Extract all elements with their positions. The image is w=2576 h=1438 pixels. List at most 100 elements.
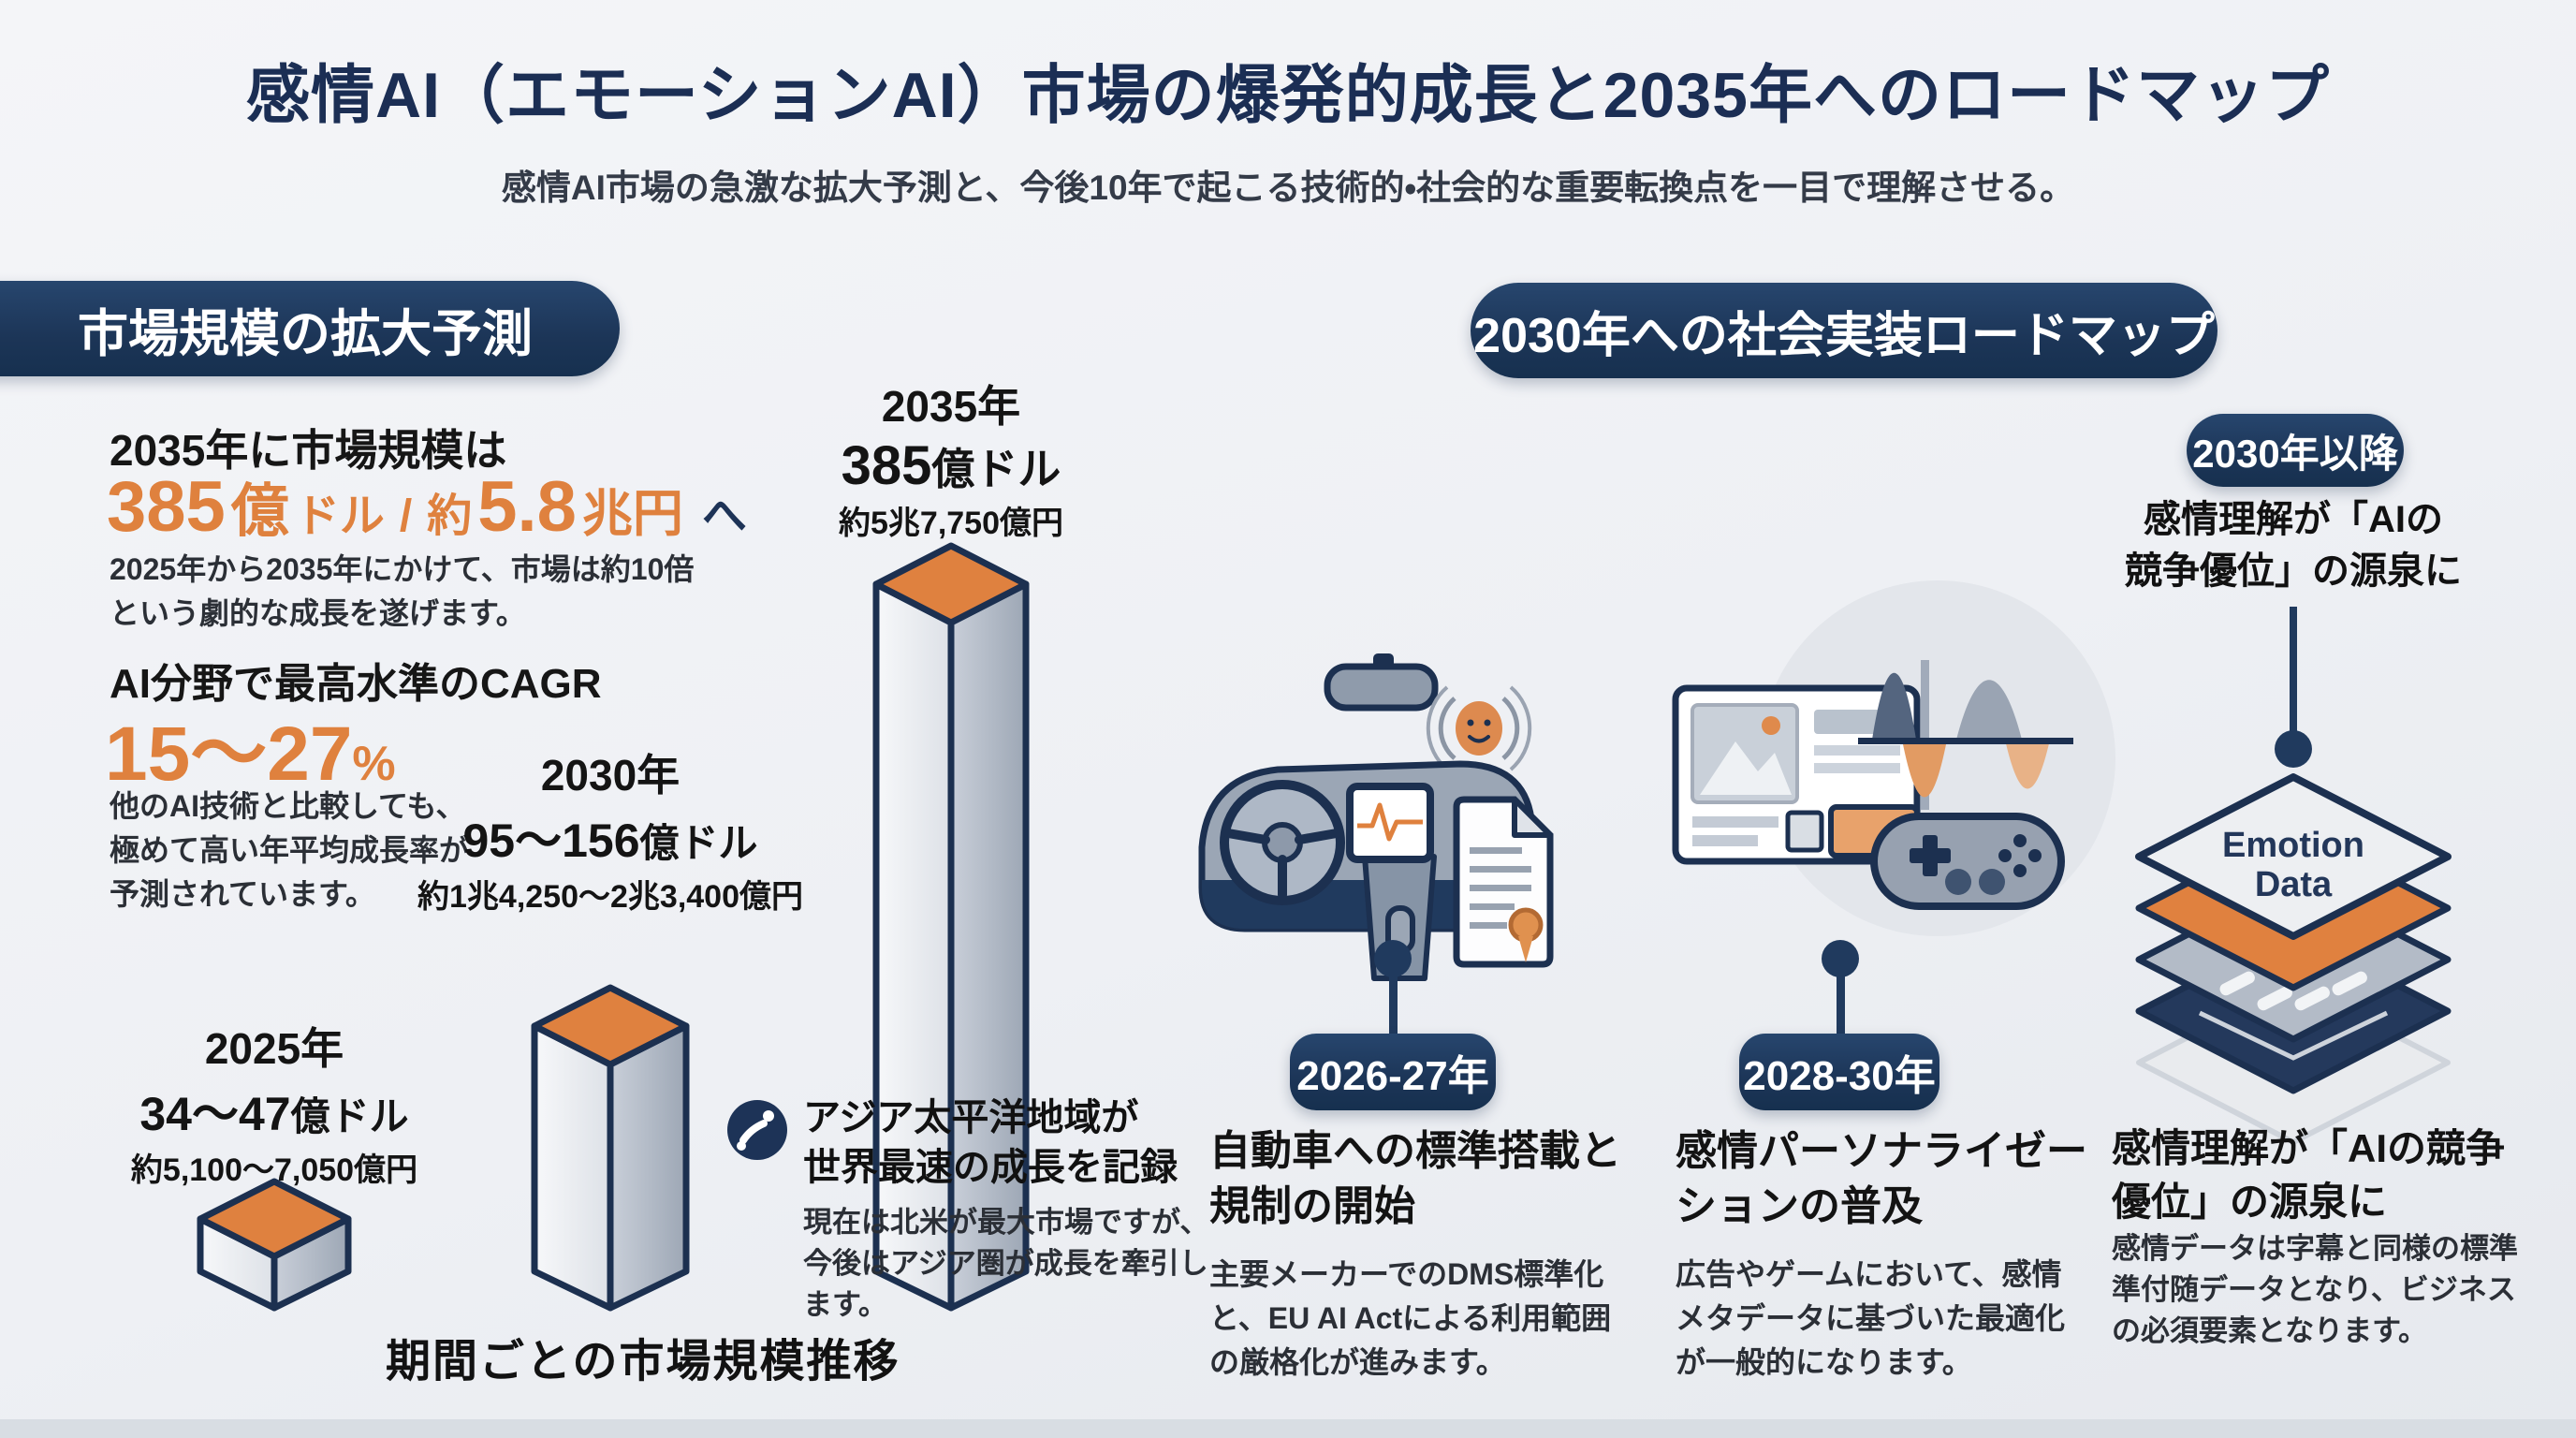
timeline-dot-1 [1374, 940, 1412, 977]
roadmap-item2-body-line1: 広告やゲームにおいて、感情 [1676, 1257, 2062, 1291]
chart-caption: 期間ごとの市場規模推移 [386, 1337, 900, 1387]
period-badge-2026-27-label: 2026-27年 [1296, 1053, 1489, 1099]
ad-game-illustration [1672, 580, 2115, 936]
bar-2025-usd-unit: 億ドル [290, 1094, 409, 1138]
timeline-stem-3 [2290, 607, 2297, 732]
emotion-smiley-icon [1426, 685, 1532, 771]
asia-note-title-line1: アジア太平洋地域が [803, 1097, 1139, 1138]
roadmap-item3-body: 感情データは字幕と同様の標準 準付随データとなり、ビジネス の必須要素となります… [2112, 1228, 2518, 1352]
period-badge-2026-27: 2026-27年 [1290, 1034, 1496, 1110]
cagr-range: 15〜27 [105, 712, 353, 797]
roadmap-item3-body-line1: 感情データは字幕と同様の標準 [2112, 1232, 2518, 1265]
roadmap-item1-body-line3: の厳格化が進みます。 [1209, 1345, 1506, 1379]
bar-2035-labels: 2035年 385億ドル 約5兆7,750億円 [839, 373, 1063, 543]
roadmap-item1-title-line2: 規制の開始 [1209, 1183, 1415, 1229]
roadmap-item3-title-line2: 優位」の源泉に [2112, 1180, 2388, 1224]
forecast-jpy-number: 5.8 [477, 467, 577, 547]
forecast-suffix: へ [701, 492, 747, 541]
cagr-heading: AI分野で最高水準のCAGR [110, 661, 602, 707]
section-badge-market-forecast-label: 市場規模の拡大予測 [78, 305, 533, 362]
car-dms-illustration [1198, 653, 1554, 981]
roadmap-item3-intro: 感情理解が「AIの 競争優位」の源泉に [2125, 494, 2462, 597]
period-badge-2028-30: 2028-30年 [1739, 1034, 1939, 1110]
roadmap-item3-body-line3: の必須要素となります。 [2112, 1314, 2427, 1347]
forecast-approx: 約 [427, 492, 473, 541]
roadmap-item1-body: 主要メーカーでのDMS標準化 と、EU AI Actによる利用範囲 の厳格化が進… [1209, 1253, 1611, 1385]
roadmap-item3-intro-line1: 感情理解が「AIの [2144, 499, 2443, 540]
bottom-edge-strip [0, 1419, 2576, 1438]
cagr-body-line3: 予測されています。 [110, 877, 375, 911]
asia-note-body: 現在は北米が最大市場ですが、 今後はアジア圏が成長を牽引し ます。 [803, 1202, 1208, 1326]
forecast-body-line2: という劇的な成長を遂げます。 [110, 596, 526, 630]
section-badge-roadmap: 2030年への社会実装ロードマップ [1471, 283, 2217, 378]
page-subtitle: 感情AI市場の急激な拡大予測と、今後10年で起こる技術的・社会的な重要転換点を一… [501, 169, 2075, 207]
asia-note-title-line2: 世界最速の成長を記録 [803, 1147, 1178, 1188]
roadmap-item2-title-line2: ションの普及 [1676, 1183, 1923, 1229]
bar-2030-year: 2030年 [540, 751, 681, 800]
asia-note-body-line3: ます。 [803, 1288, 887, 1321]
period-badge-2030-plus: 2030年以降 [2187, 414, 2404, 487]
roadmap-item3-title-line1: 感情理解が「AIの競争 [2112, 1126, 2506, 1170]
timeline-stem-1 [1389, 974, 1398, 1039]
roadmap-item1-body-line2: と、EU AI Actによる利用範囲 [1209, 1301, 1612, 1335]
regulation-document-icon [1453, 796, 1554, 968]
emotion-data-stack-illustration: Emotion Data [2135, 773, 2452, 1145]
bar-2025 [197, 1178, 352, 1312]
roadmap-item1-body-line1: 主要メーカーでのDMS標準化 [1209, 1257, 1604, 1291]
forecast-heading: 2035年に市場規模は [110, 426, 507, 475]
stack-label-line1: Emotion [2222, 826, 2364, 865]
forecast-value: 385 億ドル / 約 5.8 兆円へ [107, 463, 747, 548]
asia-note-title: アジア太平洋地域が 世界最速の成長を記録 [803, 1093, 1178, 1193]
roadmap-item3-intro-line2: 競争優位」の源泉に [2125, 550, 2462, 592]
market-size-bar-chart [197, 542, 1030, 1312]
forecast-usd-oku: 億 [230, 479, 289, 544]
cagr-body-line2: 極めて高い年平均成長率が [110, 833, 470, 867]
roadmap-item3-title: 感情理解が「AIの競争 優位」の源泉に [2112, 1122, 2505, 1228]
forecast-usd-unit: ドル [294, 492, 385, 541]
roadmap-item2-title: 感情パーソナライゼー ションの普及 [1676, 1123, 2087, 1234]
forecast-usd-number: 385 [107, 467, 226, 547]
asia-note-body-line2: 今後はアジア圏が成長を牽引し [803, 1247, 1208, 1280]
forecast-body-line1: 2025年から2035年にかけて、市場は約10倍 [110, 552, 695, 586]
timeline-dot-3 [2275, 730, 2312, 768]
roadmap-item1-title: 自動車への標準搭載と 規制の開始 [1209, 1123, 1621, 1234]
forecast-body: 2025年から2035年にかけて、市場は約10倍 という劇的な成長を遂げます。 [110, 548, 694, 636]
asia-note-body-line1: 現在は北米が最大市場ですが、 [803, 1206, 1209, 1239]
roadmap-item2-body-line3: が一般的になります。 [1676, 1345, 1972, 1379]
cagr-value: 15〜27% [105, 691, 396, 802]
timeline-stem-2 [1837, 974, 1845, 1039]
cagr-body-line1: 他のAI技術と比較しても、 [110, 789, 466, 823]
bar-2030 [531, 984, 690, 1312]
forecast-separator: / [399, 492, 413, 541]
bar-2025-year: 2025年 [204, 1024, 344, 1073]
roadmap-item2-body: 広告やゲームにおいて、感情 メタデータに基づいた最適化 が一般的になります。 [1676, 1253, 2065, 1385]
timeline-dot-2 [1822, 940, 1859, 977]
bar-2035 [872, 542, 1030, 1312]
cagr-body: 他のAI技術と比較しても、 極めて高い年平均成長率が 予測されています。 [110, 785, 469, 917]
period-badge-2028-30-label: 2028-30年 [1743, 1053, 1936, 1099]
roadmap-item3-body-line2: 準付随データとなり、ビジネス [2112, 1273, 2516, 1306]
game-controller-icon [1870, 813, 2065, 910]
page-title: 感情AI（エモーションAI）市場の爆発的成長と2035年へのロードマップ [246, 60, 2330, 131]
bar-2025-usd: 34〜47 [139, 1088, 291, 1140]
bar-2035-jpy: 約5兆7,750億円 [839, 506, 1063, 541]
stack-layer-top: Emotion Data [2135, 773, 2452, 940]
bar-2035-year: 2035年 [881, 382, 1021, 431]
bar-2030-jpy: 約1兆4,250〜2兆3,400億円 [417, 879, 803, 915]
rearview-mirror-icon [1324, 653, 1439, 712]
bar-2030-usd: 95〜156 [462, 814, 640, 867]
bar-2030-labels: 2030年 95〜156億ドル 約1兆4,250〜2兆3,400億円 [417, 741, 803, 917]
bar-2035-usd: 385 [841, 435, 932, 496]
emotion-waveform-icon [1858, 660, 2073, 810]
section-badge-roadmap-label: 2030年への社会実装ロードマップ [1473, 308, 2215, 363]
cagr-percent-sign: % [352, 737, 396, 791]
bar-2030-usd-unit: 億ドル [639, 821, 758, 865]
bar-2035-usd-unit: 億ドル [931, 445, 1061, 493]
forecast-jpy-unit: 兆円 [581, 486, 683, 542]
japan-map-icon [727, 1100, 787, 1160]
period-badge-2030-plus-label: 2030年以降 [2192, 431, 2398, 476]
roadmap-item2-title-line1: 感情パーソナライゼー [1676, 1128, 2087, 1174]
stack-label-line2: Data [2255, 865, 2333, 904]
section-badge-market-forecast: 市場規模の拡大予測 [0, 281, 620, 376]
